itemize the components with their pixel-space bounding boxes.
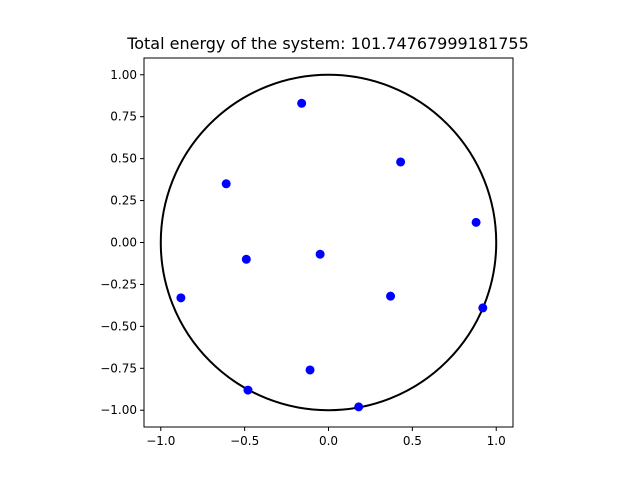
y-tick-label: 0.25 (110, 194, 137, 208)
scatter-point (315, 249, 325, 259)
scatter-point (478, 303, 488, 313)
scatter-point (305, 365, 315, 375)
x-tick-label: 1.0 (487, 434, 506, 448)
scatter-point (396, 157, 406, 167)
scatter-point (241, 254, 251, 264)
unit-circle (159, 73, 498, 412)
y-tick-label: −0.25 (100, 277, 137, 291)
y-tick-label: 0.00 (110, 236, 137, 250)
scatter-point (221, 179, 231, 189)
scatter-point (243, 385, 253, 395)
y-tick-label: 1.00 (110, 68, 137, 82)
y-tick-label: −0.75 (100, 361, 137, 375)
x-axis: −1.0 −0.5 0.0 0.5 1.0 (146, 427, 506, 448)
scatter-point (471, 217, 481, 227)
y-tick-label: 0.75 (110, 110, 137, 124)
y-tick-label: 0.50 (110, 152, 137, 166)
x-tick-label: 0.5 (403, 434, 422, 448)
x-tick-label: −1.0 (146, 434, 175, 448)
x-tick-label: −0.5 (230, 434, 259, 448)
x-tick-label: 0.0 (319, 434, 338, 448)
y-tick-label: −0.50 (100, 319, 137, 333)
scatter-point (386, 291, 396, 301)
scatter-point (354, 402, 364, 412)
chart-title: Total energy of the system: 101.74767999… (126, 34, 529, 53)
scatter-point (297, 98, 307, 108)
scatter-points (176, 98, 488, 412)
scatter-point (176, 293, 186, 303)
y-axis: 1.00 0.75 0.50 0.25 0.00 −0.25 −0.50 −0.75 −1.00 (100, 68, 144, 417)
y-tick-label: −1.00 (100, 403, 137, 417)
